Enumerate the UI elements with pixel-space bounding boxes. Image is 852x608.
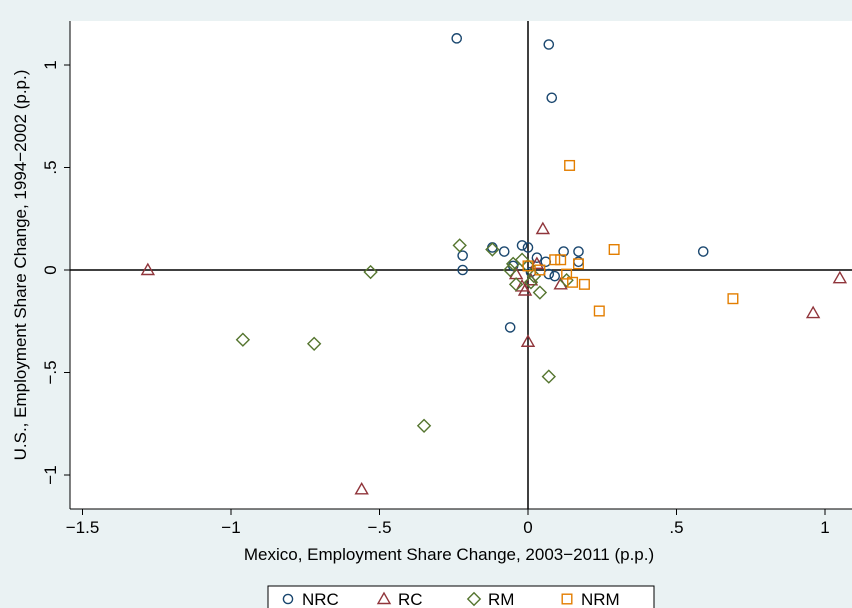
data-point-nrc — [498, 246, 510, 257]
data-point-rm — [508, 277, 524, 292]
y-tick-label: −1 — [41, 465, 60, 484]
legend-item-rm: RM — [466, 590, 514, 608]
legend-label: NRM — [581, 590, 620, 608]
data-point-rm — [452, 238, 467, 253]
data-point-nrc — [697, 246, 709, 257]
legend-marker-rc — [376, 591, 392, 605]
data-point-rm — [416, 418, 432, 433]
data-point-rc — [529, 256, 545, 270]
legend-label: RM — [488, 590, 514, 608]
data-point-nrc — [573, 246, 584, 257]
data-point-nrm — [608, 243, 620, 255]
series-nrm — [522, 159, 739, 317]
legend-item-nrm: NRM — [561, 590, 620, 608]
legend-marker-nrc — [282, 593, 294, 605]
data-point-nrm — [567, 276, 579, 288]
series-rm — [235, 238, 574, 433]
data-point-nrm — [578, 278, 590, 290]
y-tick-label: 1 — [41, 60, 60, 69]
data-point-nrc — [522, 242, 534, 253]
data-point-nrc — [451, 33, 463, 44]
data-point-rc — [805, 305, 821, 319]
data-point-nrm — [564, 159, 576, 171]
data-point-nrm — [727, 293, 739, 305]
legend-box — [267, 585, 655, 608]
data-point-rc — [354, 481, 369, 495]
data-point-rc — [514, 278, 530, 292]
x-tick-label: −1.5 — [66, 518, 100, 537]
x-tick-label: .5 — [669, 518, 683, 537]
data-point-nrm — [593, 305, 605, 317]
legend-label: NRC — [302, 590, 339, 608]
x-axis-ticks: −1.5 −1 −.5 0 .5 1 — [66, 509, 830, 537]
data-point-rm — [532, 285, 548, 300]
data-point-rm — [526, 268, 542, 284]
x-axis-title: Mexico, Employment Share Change, 2003−20… — [244, 545, 654, 564]
data-point-rm — [235, 332, 251, 347]
data-point-nrm — [555, 254, 567, 266]
data-point-nrm — [561, 268, 573, 280]
data-point-rm — [505, 256, 521, 272]
legend: NRC RC RM NRM — [267, 585, 655, 608]
data-point-nrc — [504, 322, 516, 333]
data-point-nrc — [543, 39, 555, 50]
legend-marker-nrm — [561, 593, 573, 605]
data-point-rm — [485, 242, 500, 257]
data-point-rc — [535, 221, 551, 235]
data-point-nrc — [457, 250, 468, 261]
y-tick-label: 0 — [41, 265, 60, 274]
y-tick-label: −.5 — [41, 360, 60, 384]
x-tick-label: −1 — [221, 518, 240, 537]
data-point-nrc — [558, 246, 569, 257]
data-point-nrc — [457, 264, 468, 276]
legend-label: RC — [398, 590, 423, 608]
y-tick-label: .5 — [41, 160, 60, 174]
reference-lines — [70, 21, 852, 509]
legend-item-rc: RC — [376, 590, 423, 608]
y-axis-title: U.S., Employment Share Change, 1994−2002… — [11, 70, 30, 461]
x-tick-label: 1 — [820, 518, 829, 537]
data-point-nrm — [572, 258, 584, 270]
data-points — [140, 33, 848, 495]
data-point-nrc — [549, 270, 561, 282]
data-point-rm — [363, 264, 378, 280]
data-point-nrm — [522, 260, 534, 272]
data-point-nrc — [531, 252, 543, 264]
data-point-nrc — [546, 92, 558, 104]
x-tick-label: −.5 — [367, 518, 391, 537]
legend-item-nrc: NRC — [282, 590, 339, 608]
y-axis-ticks: −1 −.5 0 .5 1 — [41, 60, 70, 485]
data-point-rc — [520, 334, 536, 347]
data-point-nrm — [549, 254, 561, 266]
data-point-nrc — [516, 240, 528, 251]
data-point-rm — [306, 336, 322, 351]
data-point-rm — [523, 275, 539, 290]
data-point-nrm — [534, 264, 546, 276]
x-tick-label: 0 — [523, 518, 532, 537]
data-point-rm — [541, 369, 556, 384]
legend-marker-rm — [466, 591, 482, 607]
data-point-rc — [832, 270, 848, 284]
data-point-rc — [140, 262, 156, 276]
